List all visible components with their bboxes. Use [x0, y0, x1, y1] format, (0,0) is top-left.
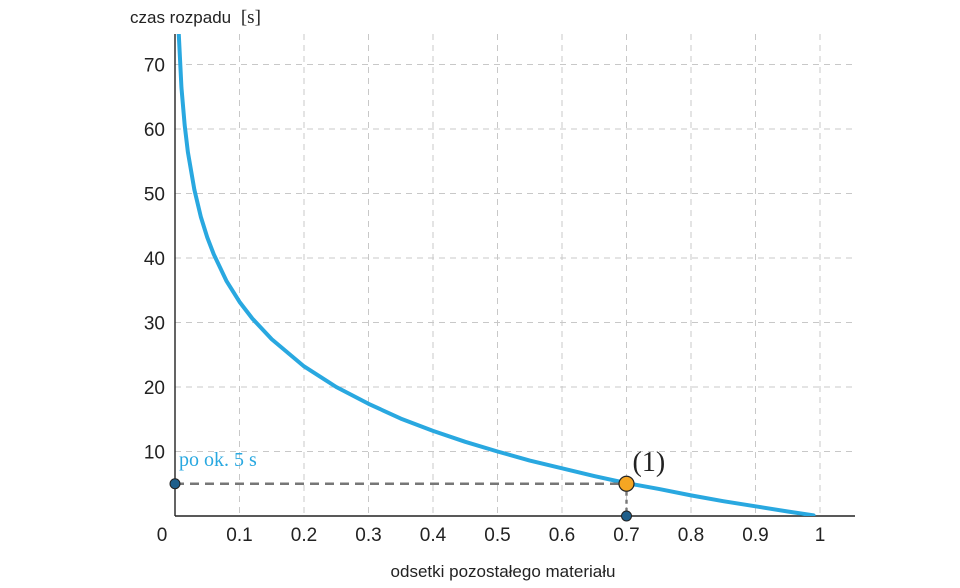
- x-axis-title: odsetki pozostałego materiału: [391, 562, 616, 581]
- x-tick-label: 0.1: [226, 525, 252, 546]
- x-tick-label: 0.8: [678, 525, 704, 546]
- x-tick-label: 1: [815, 525, 826, 546]
- origin-label: 0: [157, 525, 168, 546]
- tick-labels: 0.1 0.2 0.3 0.4 0.5 0.6 0.7 0.8 0.9 1 10 20 30 40 50 60…: [144, 56, 825, 547]
- x-tick-label: 0.9: [742, 525, 768, 546]
- highlight-point: [618, 475, 635, 492]
- x-tick-label: 0.3: [355, 525, 381, 546]
- x-tick-label: 0.5: [484, 525, 510, 546]
- gridlines: [175, 34, 855, 516]
- y-tick-label: 50: [144, 185, 165, 206]
- series-layer: [176, 34, 816, 516]
- highlight-point-label: (1): [633, 447, 666, 478]
- y-axis-marker: [169, 478, 181, 490]
- annotation-label: po ok. 5 s: [179, 449, 257, 471]
- y-tick-label: 30: [144, 314, 165, 335]
- y-tick-label: 20: [144, 378, 165, 399]
- y-tick-label: 70: [144, 56, 165, 77]
- y-axis-title: czas rozpadu [s]: [130, 7, 261, 28]
- x-axis-marker: [621, 510, 632, 522]
- series-line: [176, 34, 816, 516]
- marker-layer: [169, 475, 635, 522]
- y-axis-unit: [s]: [241, 7, 261, 28]
- y-tick-label: 40: [144, 249, 165, 270]
- y-axis-title-text: czas rozpadu: [130, 8, 231, 27]
- y-tick-label: 60: [144, 120, 165, 141]
- axes: [174, 34, 855, 517]
- y-tick-label: 10: [144, 443, 165, 464]
- x-tick-label: 0.2: [291, 525, 317, 546]
- x-tick-label: 0.6: [549, 525, 575, 546]
- x-tick-label: 0.7: [613, 525, 639, 546]
- x-tick-label: 0.4: [420, 525, 447, 546]
